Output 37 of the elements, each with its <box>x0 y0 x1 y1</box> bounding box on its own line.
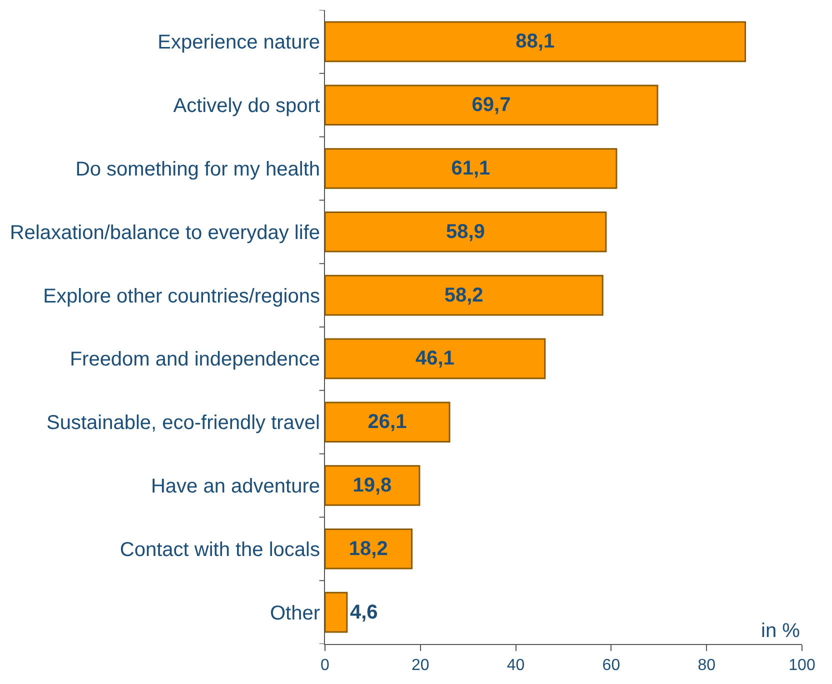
bar <box>325 84 658 126</box>
x-tick-label: 40 <box>506 657 525 674</box>
y-tick-label: Have an adventure <box>150 476 320 498</box>
x-tick-label: 80 <box>698 657 716 674</box>
bar <box>325 21 746 62</box>
data-label: 19,8 <box>352 474 392 496</box>
data-label: 88,1 <box>516 30 555 53</box>
x-tick-label: 20 <box>412 657 430 674</box>
x-tick-label: 0 <box>320 657 330 674</box>
bar <box>325 338 546 380</box>
data-label: 46,1 <box>415 348 454 370</box>
data-label: 61,1 <box>451 158 490 180</box>
y-tick-label: Do something for my health <box>75 158 320 180</box>
data-label: 4,6 <box>350 601 378 624</box>
bar <box>325 148 618 189</box>
data-label: 18,2 <box>348 538 388 560</box>
y-tick-label: Actively do sport <box>173 95 320 118</box>
bar <box>325 592 348 633</box>
bar <box>325 528 413 570</box>
bar <box>325 402 450 442</box>
x-tick-label: 60 <box>602 657 620 674</box>
y-tick-label: Contact with the locals <box>120 538 320 561</box>
y-tick-label: Freedom and independence <box>70 348 320 371</box>
data-label: 26,1 <box>368 411 407 434</box>
bar <box>325 212 607 252</box>
y-tick-label: Experience nature <box>158 32 320 54</box>
y-tick-label: Sustainable, eco-friendly travel <box>46 412 320 434</box>
data-label: 58,9 <box>446 220 485 243</box>
data-label: 58,2 <box>444 284 484 306</box>
bar <box>325 465 420 506</box>
x-tick-label: 100 <box>788 657 816 674</box>
data-label: 69,7 <box>472 94 511 116</box>
y-tick-label: Explore other countries/regions <box>43 285 320 308</box>
annotation: in % <box>761 620 800 642</box>
y-tick-label: Other <box>270 602 320 624</box>
bar <box>325 274 604 316</box>
y-tick-label: Relaxation/balance to everyday life <box>10 222 320 244</box>
